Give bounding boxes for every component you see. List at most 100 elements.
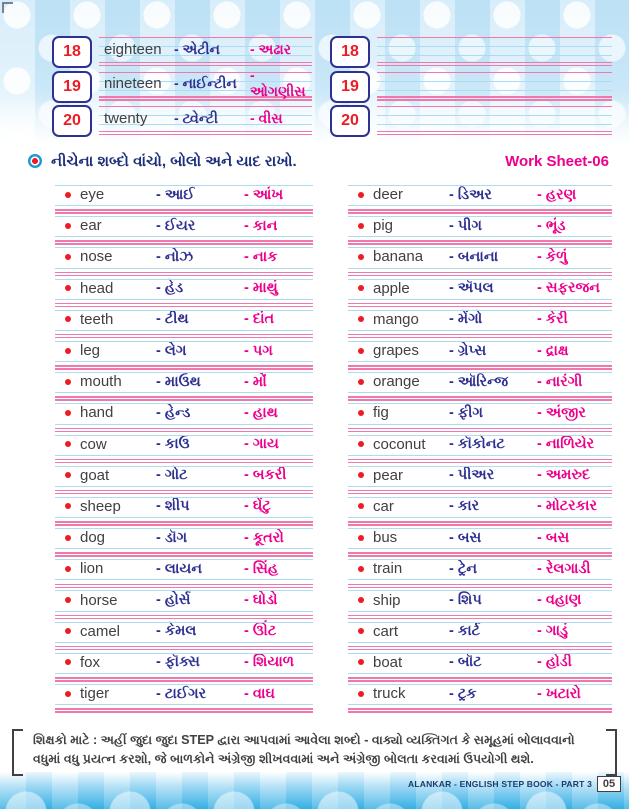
gujarati-meaning: - ભૂંડ: [537, 217, 566, 234]
gujarati-transliteration: - ગ્રેપ્સ: [449, 342, 487, 359]
rule-line: [55, 361, 313, 363]
english-word: fox: [80, 653, 101, 671]
gujarati-transliteration: - કૉકોનટ: [449, 436, 505, 453]
rule-line: [55, 458, 313, 461]
rule-line: [348, 329, 612, 331]
english-word: ear: [80, 217, 102, 235]
rule-line: [55, 454, 313, 456]
rule-line: [348, 641, 612, 643]
rule-line: [55, 302, 313, 305]
vocab-row: horse - હોર્સ - ઘોડો: [55, 588, 313, 620]
gujarati-meaning: - વીસ: [250, 109, 283, 126]
vocab-row: pig - પીગ - ભૂંડ: [348, 214, 612, 245]
english-word: banana: [373, 248, 424, 266]
vocab-row: grapes - ગ્રેપ્સ - દ્રાક્ષ: [348, 339, 612, 370]
english-word: cart: [373, 622, 399, 640]
worksheet-label: Work Sheet-06: [505, 152, 609, 170]
english-word: grapes: [373, 342, 419, 360]
gujarati-meaning: - પગ: [244, 342, 273, 359]
number-row: 20 twenty - ટ્વેન્ટી - વીસ: [52, 105, 312, 137]
rule-line: [55, 396, 313, 398]
english-word: goat: [80, 466, 110, 484]
english-word: tiger: [80, 685, 110, 703]
gujarati-transliteration: - ઈયર: [156, 217, 196, 234]
number-row: 18: [330, 36, 612, 68]
vocab-row: deer - ડિઅર - હરણ: [348, 183, 612, 214]
bullet-dot: [358, 441, 364, 448]
bullet-dot: [358, 191, 364, 198]
gujarati-transliteration: - ઑરિન્જ: [449, 373, 509, 390]
rule-line: [348, 240, 612, 242]
vocab-row: banana - બનાના - કેળું: [348, 245, 612, 277]
gujarati-meaning: - નારંગી: [537, 373, 583, 390]
english-word: camel: [80, 622, 121, 640]
vocab-row: mouth - માઉથ - મોં: [55, 370, 313, 401]
vocab-row: fox - ફૉક્સ - શિયાળ: [55, 651, 313, 682]
english-word: truck: [373, 685, 406, 703]
rule-line: [348, 552, 612, 554]
word-list-right: deer - ડિઅર - હરણ pig - પીગ - ભૂંડ banan…: [348, 183, 612, 713]
bracket-left: [12, 729, 23, 776]
number-row: 20: [330, 105, 612, 137]
gujarati-meaning: - રેલગાડી: [537, 560, 591, 577]
rule-line: [377, 64, 612, 66]
number-box: 19: [52, 70, 92, 103]
rule-line: [55, 334, 313, 336]
bullet-dot: [358, 378, 364, 385]
vocab-row: hand - હેન્ડ - હાથ: [55, 401, 313, 432]
rule-line: [99, 64, 312, 66]
rule-line: [348, 334, 612, 336]
vocab-row: train - ટ્રેન - રેલગાડી: [348, 557, 612, 588]
rule-line: [348, 489, 612, 492]
vocab-row: nose - નોઝ - નાક: [55, 245, 313, 277]
numbers-section-filled: 18 eighteen - એટીન - અઢાર 19 nineteen - …: [52, 36, 312, 140]
rule-line: [55, 392, 313, 394]
bullet-dot: [358, 347, 364, 354]
rule-line: [348, 458, 612, 461]
gujarati-meaning: - હરણ: [537, 186, 577, 203]
english-word: bus: [373, 529, 398, 547]
book-title: ALANKAR - ENGLISH STEP BOOK - PART 3: [408, 779, 592, 789]
rule-line: [348, 517, 612, 519]
english-word: mouth: [80, 373, 122, 391]
gujarati-meaning: - ગાડું: [537, 623, 568, 640]
english-word: cow: [80, 435, 107, 453]
gujarati-transliteration: - ડૉગ: [156, 529, 188, 546]
rule-line: [348, 521, 612, 523]
writing-rule: [377, 105, 612, 135]
gujarati-meaning: - ઓગણીસ: [250, 67, 306, 99]
rule-line: [377, 130, 612, 132]
writing-rule: twenty - ટ્વેન્ટી - વીસ: [99, 105, 312, 135]
bullet-dot: [358, 222, 364, 229]
vocab-row: mango - મેંગો - કેરી: [348, 308, 612, 339]
gujarati-transliteration: - ટ્વેન્ટી: [174, 109, 219, 126]
rule-line: [377, 61, 612, 63]
vocab-row: dog - ડૉગ - કૂતરો: [55, 526, 313, 557]
gujarati-transliteration: - કાઉ: [156, 436, 190, 453]
vocab-row: coconut - કૉકોનટ - નાળિયેર: [348, 433, 612, 464]
gujarati-meaning: - અઢાર: [250, 40, 291, 57]
english-word: apple: [373, 279, 410, 297]
rule-line: [55, 517, 313, 519]
writing-rule: [377, 36, 612, 66]
rule-line: [55, 485, 313, 487]
rule-line: [55, 205, 313, 207]
rule-line: [348, 365, 612, 367]
gujarati-transliteration: - એટીન: [174, 40, 220, 57]
bullet-dot: [65, 472, 71, 479]
bullet-dot: [65, 253, 71, 260]
rule-line: [348, 583, 612, 585]
vocab-row: teeth - ટીથ - દાંત: [55, 308, 313, 339]
vocab-row: bus - બસ - બસ: [348, 526, 612, 557]
bullet-dot: [358, 565, 364, 572]
english-word: head: [80, 279, 114, 297]
rule-line: [55, 427, 313, 429]
english-word: fig: [373, 404, 389, 422]
gujarati-transliteration: - બસ: [449, 529, 482, 546]
gujarati-transliteration: - પીગ: [449, 217, 482, 234]
gujarati-meaning: - શિયાળ: [244, 654, 295, 671]
vocab-row: car - કાર - મોટરકાર: [348, 495, 612, 526]
instruction-row: નીચેના શબ્દો વાંચો, બોલો અને યાદ રાખો. W…: [28, 149, 609, 173]
gujarati-transliteration: - ફીગ: [449, 404, 483, 421]
english-word: hand: [80, 404, 114, 422]
